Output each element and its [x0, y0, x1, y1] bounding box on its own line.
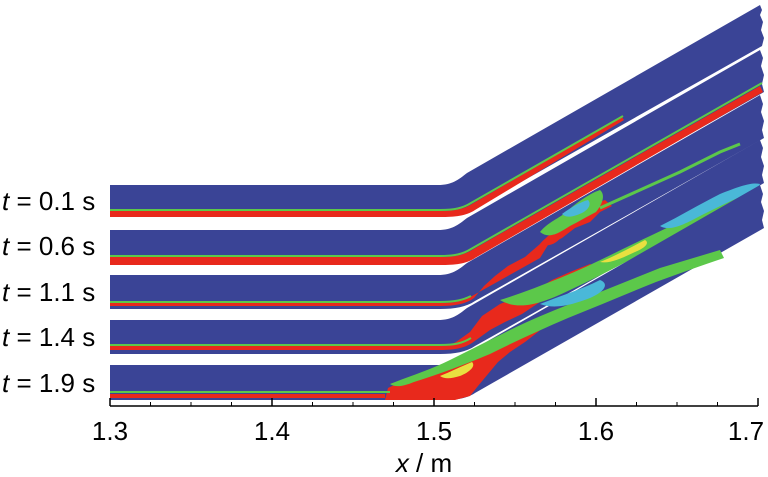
- snapshot-row-1: [110, 50, 764, 265]
- snapshot-row-2: [110, 95, 764, 309]
- row-2-swirl-cyan: [562, 200, 590, 217]
- row-1-interface: [110, 82, 763, 257]
- row-label-4: t = 1.9 s: [2, 368, 95, 398]
- snapshot-row-4: [110, 185, 764, 400]
- row-label-2: t = 1.1 s: [2, 277, 95, 307]
- row-0-interface: [110, 115, 624, 211]
- row-2-interface: [110, 295, 472, 303]
- row-4-mixing-yellow: [440, 362, 474, 379]
- x-tick-label-4: 1.7: [728, 416, 764, 446]
- row-4-mixing-cyan: [540, 280, 605, 307]
- row-label-0: t = 0.1 s: [2, 186, 95, 216]
- row-label-3: t = 1.4 s: [2, 322, 95, 352]
- x-tick-label-2: 1.5: [416, 416, 452, 446]
- row-4-floor-layer: [110, 394, 385, 398]
- row-3-mixing-cyan: [660, 183, 760, 229]
- row-2-field: [110, 95, 764, 309]
- row-2-swirl-red-core: [540, 234, 562, 246]
- row-3-interface: [110, 337, 472, 346]
- snapshot-row-0: [110, 5, 764, 217]
- row-0-field: [110, 5, 764, 216]
- x-axis: 1.3 1.4 1.5 1.6 1.7: [92, 398, 764, 446]
- row-3-dense-layer: [110, 264, 600, 350]
- row-0-dense-layer: [110, 117, 624, 217]
- row-4-field: [110, 185, 764, 400]
- x-tick-label-3: 1.6: [578, 416, 614, 446]
- x-tick-label-0: 1.3: [92, 416, 128, 446]
- row-label-1: t = 0.6 s: [2, 231, 95, 261]
- x-tick-label-1: 1.4: [254, 416, 290, 446]
- row-4-mixing-zone: [390, 250, 724, 387]
- x-axis-title: x / m: [394, 448, 452, 477]
- snapshot-row-3: [110, 140, 764, 354]
- row-2-thin-upper: [599, 142, 741, 210]
- row-3-mixing-yellow: [600, 240, 647, 263]
